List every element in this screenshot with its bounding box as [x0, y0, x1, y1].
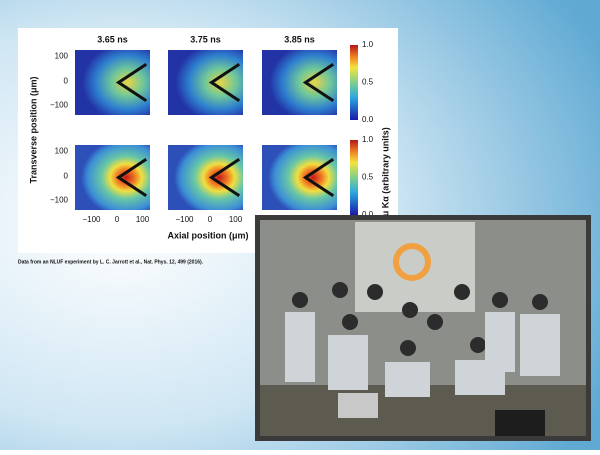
x-tick-label: 100	[229, 215, 243, 224]
colorbar-tick-label: 1.0	[362, 40, 374, 49]
y-axis-label: Transverse position (μm)	[28, 76, 38, 183]
x-tick-label: −100	[82, 215, 101, 224]
target-outline	[208, 63, 241, 102]
x-tick-label: 100	[136, 215, 150, 224]
colorbar-tick-label: 0.5	[362, 78, 374, 87]
y-tick-label: 0	[64, 76, 69, 85]
projected-image	[393, 243, 431, 281]
colorbar	[350, 45, 358, 120]
heatmap	[75, 145, 150, 210]
target-outline	[208, 158, 241, 197]
target-outline	[302, 63, 335, 102]
caption: Data from an NLUF experiment by L. C. Ja…	[18, 259, 204, 265]
laptop	[495, 410, 545, 436]
panel-title: 3.65 ns	[97, 34, 128, 44]
laptop	[338, 393, 378, 418]
target-outline	[115, 158, 148, 197]
target-outline	[115, 63, 148, 102]
y-tick-label: −100	[50, 195, 69, 204]
x-tick-label: −100	[175, 215, 194, 224]
heatmap	[75, 50, 150, 115]
photo	[255, 215, 591, 441]
panel-title: 3.85 ns	[284, 34, 315, 44]
x-tick-label: 0	[115, 215, 120, 224]
heatmap	[168, 145, 243, 210]
y-tick-label: −100	[50, 100, 69, 109]
heatmap	[168, 50, 243, 115]
target-outline	[302, 158, 335, 197]
heatmap	[262, 50, 337, 115]
colorbar-label: Cu Kα (arbitrary units)	[380, 127, 390, 223]
panel-title: 3.75 ns	[190, 34, 221, 44]
colorbar-tick-label: 0.0	[362, 210, 374, 219]
y-tick-label: 0	[64, 171, 69, 180]
y-tick-label: 100	[55, 147, 69, 156]
x-axis-label: Axial position (μm)	[167, 230, 248, 240]
colorbar	[350, 140, 358, 215]
colorbar-tick-label: 0.5	[362, 173, 374, 182]
colorbar-tick-label: 1.0	[362, 135, 374, 144]
x-tick-label: 0	[208, 215, 213, 224]
y-tick-label: 100	[55, 52, 69, 61]
colorbar-tick-label: 0.0	[362, 115, 374, 124]
heatmap	[262, 145, 337, 210]
